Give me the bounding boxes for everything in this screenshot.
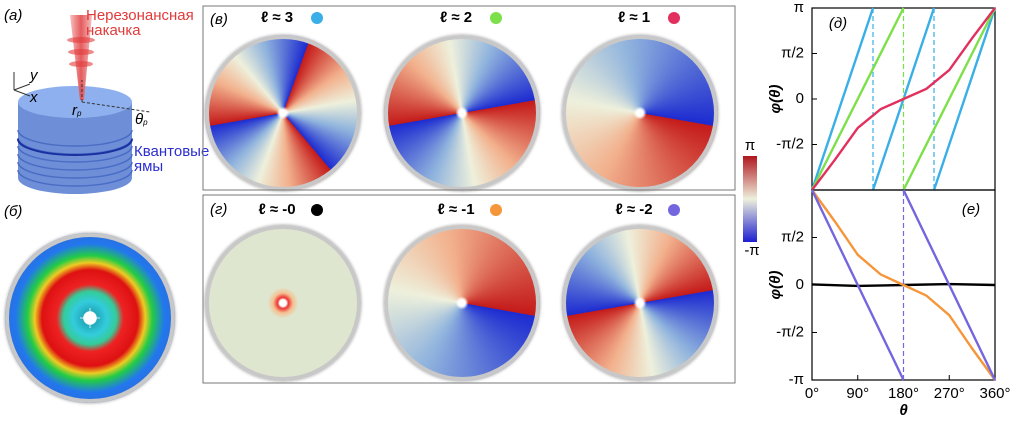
y-tick-label: -π [789,371,804,388]
y-tick-label: π [794,0,804,16]
crosshair [80,308,100,328]
legend-swatch [490,204,502,216]
angle-subscript: p [142,118,148,127]
x-tick-label: 180° [888,385,919,402]
pump-label: накачка [86,22,141,39]
angle-label: θp [135,111,148,128]
legend-label: ℓ ≈ -2 [615,201,652,218]
legend-swatch [490,12,502,24]
wells-label: ямы [134,158,163,175]
x-tick-label: 90° [846,385,869,402]
x-axis-label: θ [899,402,908,419]
legend-label: ℓ ≈ -0 [258,201,295,218]
panel-label: (а) [4,7,22,24]
colorbar [743,156,757,242]
legend-swatch [311,12,323,24]
legend-label: ℓ ≈ -1 [437,201,474,218]
y-tick-label: -π/2 [776,323,804,340]
y-axis-label: φ(θ) [767,85,784,114]
legend-label: ℓ ≈ 1 [618,9,650,26]
legend-swatch [311,204,323,216]
panel-label: (д) [829,15,847,32]
x-tick-label: 360° [979,385,1010,402]
angle-symbol: θ [135,111,143,128]
axis-label: y [29,67,39,84]
panel-label: (г) [210,201,227,218]
y-tick-label: -π/2 [776,135,804,152]
x-tick-label: 270° [934,385,965,402]
panel-label: (е) [962,201,980,218]
colorbar-label: π [745,137,755,154]
y-tick-label: π/2 [781,44,804,61]
colorbar-label: -π [744,242,759,259]
panel-label: (в) [210,11,228,28]
radius-subscript: p [76,109,82,118]
y-tick-label: 0 [796,276,804,293]
panel-frame [203,6,735,190]
y-tick-label: 0 [796,90,804,107]
legend-label: ℓ ≈ 3 [261,9,293,26]
axis-label: x [29,89,38,106]
legend-label: ℓ ≈ 2 [440,9,472,26]
legend-swatch [668,12,680,24]
y-tick-label: π/2 [781,228,804,245]
figure-overlay: (а) Нерезонансная накачка y x rp θp Кван… [0,0,1018,425]
y-axis-label: φ(θ) [767,271,784,300]
legend-swatch [668,204,680,216]
panel-frame [203,195,735,383]
x-tick-label: 0° [805,385,819,402]
figure: (а) Нерезонансная накачка y x rp θp Кван… [0,0,1018,425]
panel-label: (б) [4,203,22,220]
